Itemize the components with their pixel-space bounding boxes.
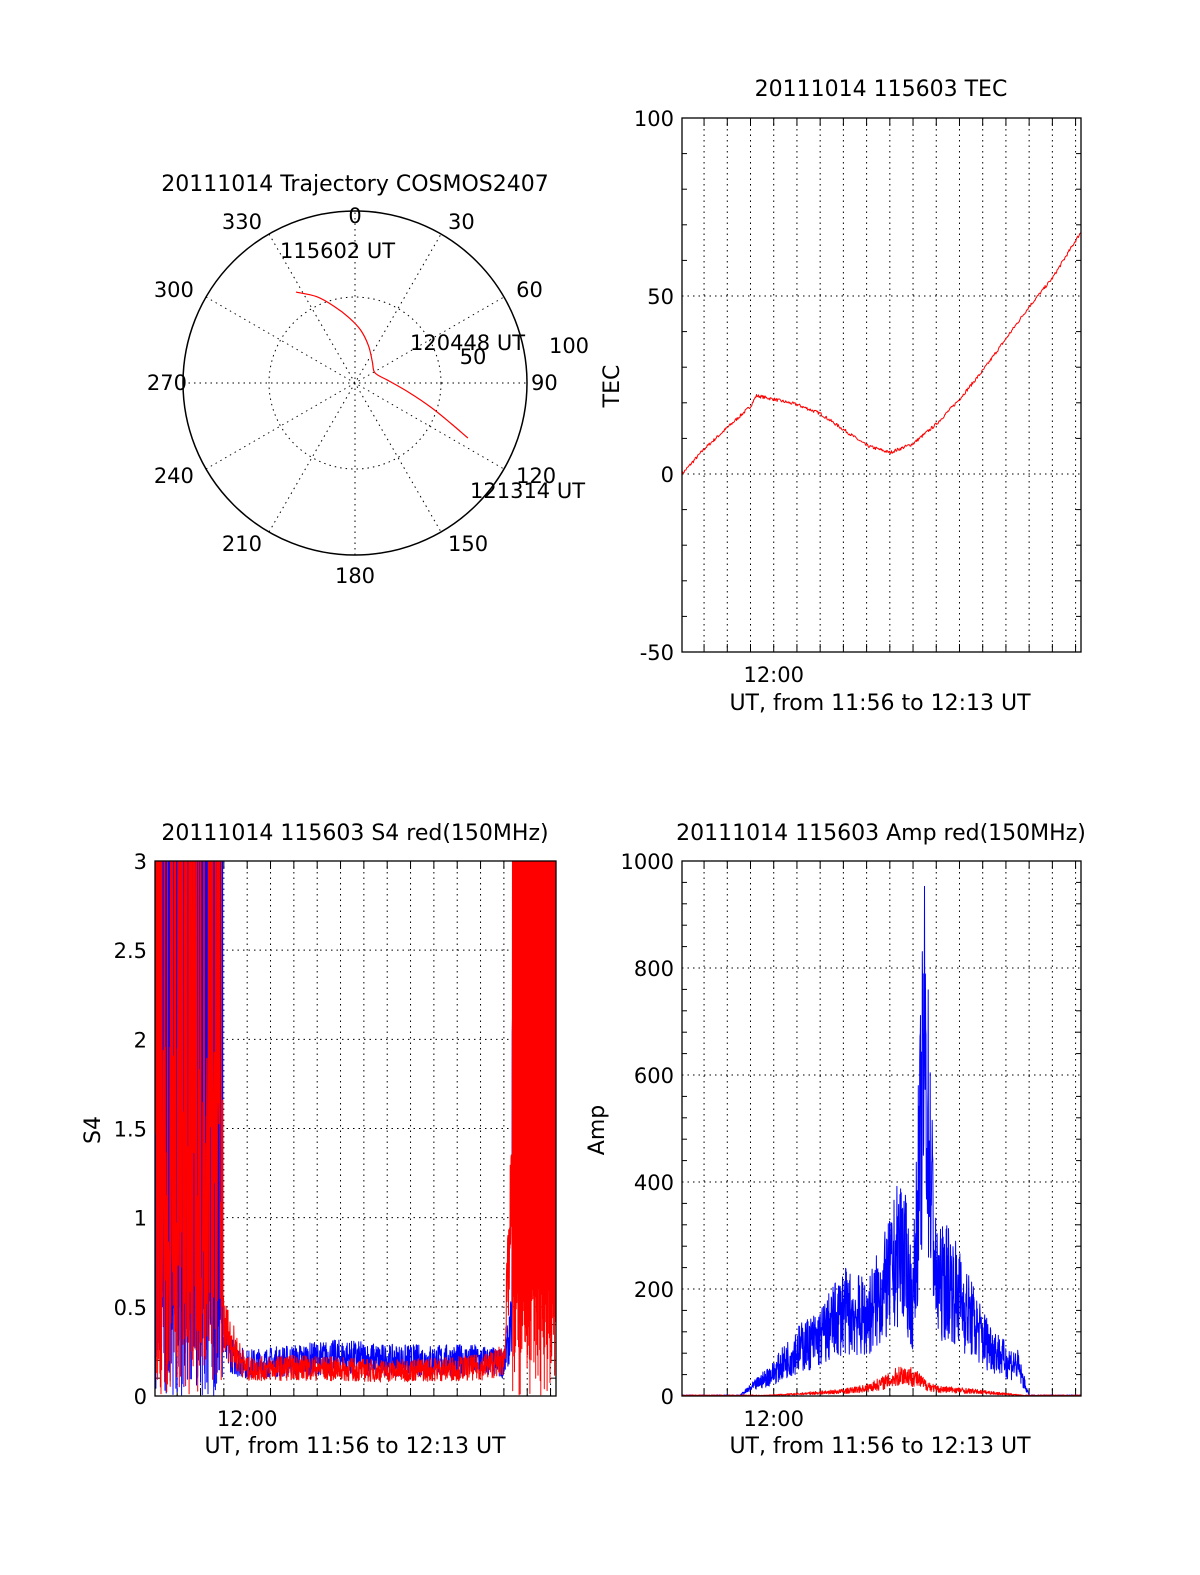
polar-angle-label: 330 — [222, 210, 262, 234]
s4-ytick-label: 1 — [134, 1207, 147, 1231]
polar-angle-label: 240 — [154, 464, 194, 488]
amp-blue-series-line — [682, 885, 1081, 1396]
tec-title: 20111014 115603 TEC — [755, 77, 1008, 102]
amp-series — [682, 885, 1081, 1396]
amp-plot-frame — [681, 860, 1082, 1397]
s4-xtick-label: 12:00 — [217, 1407, 278, 1431]
polar-angle-label: 300 — [154, 278, 194, 302]
s4-ytick-label: 0.5 — [114, 1296, 147, 1320]
amp-ytick-label: 400 — [634, 1171, 674, 1195]
polar-angle-label: 60 — [516, 278, 543, 302]
polar-series — [295, 291, 469, 439]
polar-trajectory-plot: 20111014 Trajectory COSMOS2407 0 30609012… — [147, 172, 589, 588]
tec-ytick-label: -50 — [640, 641, 674, 665]
polar-spoke — [268, 233, 442, 533]
annotation-mid: 120448 UT — [410, 331, 525, 355]
tec-plot-frame — [681, 117, 1082, 653]
tec-ytick-label: 0 — [661, 463, 674, 487]
polar-angle-label: 270 — [147, 371, 187, 395]
s4-xlabel: UT, from 11:56 to 12:13 UT — [204, 1434, 506, 1459]
amp-ylabel: Amp — [585, 1105, 610, 1155]
s4-ylabel: S4 — [81, 1116, 106, 1144]
s4-ytick-label: 2.5 — [114, 939, 147, 963]
s4-ytick-label: 3 — [134, 850, 147, 874]
polar-inner-ring — [268, 296, 442, 470]
amp-ytick-label: 1000 — [621, 850, 674, 874]
polar-trajectory-line — [295, 291, 469, 439]
polar-angle-label: 0 — [348, 204, 361, 228]
s4-panel: 20111014 115603 S4 red(150MHz) UT, from … — [81, 821, 557, 1459]
tec-xtick-label: 12:00 — [743, 663, 804, 687]
polar-angle-label: 210 — [222, 532, 262, 556]
tec-red-series-line — [682, 232, 1081, 476]
tec-xlabel: UT, from 11:56 to 12:13 UT — [729, 691, 1031, 716]
amp-panel: 20111014 115603 Amp red(150MHz) UT, from… — [585, 821, 1086, 1459]
tec-panel: 20111014 115603 TEC UT, from 11:56 to 12… — [600, 77, 1082, 716]
polar-angle-label: 120 — [516, 464, 556, 488]
amp-ytick-label: 200 — [634, 1278, 674, 1302]
polar-angle-label: 30 — [448, 210, 475, 234]
annotation-start: 115602 UT — [280, 239, 395, 263]
tec-ytick-label: 50 — [647, 285, 674, 309]
s4-title: 20111014 115603 S4 red(150MHz) — [161, 821, 548, 846]
tec-ylabel: TEC — [600, 365, 625, 409]
amp-ytick-label: 0 — [661, 1385, 674, 1409]
s4-red-series-line — [155, 861, 556, 1396]
polar-radius-labels: 50 100 — [460, 334, 589, 369]
s4-plot-frame — [154, 860, 557, 1397]
tec-series — [682, 232, 1081, 476]
polar-angle-label: 150 — [448, 532, 488, 556]
polar-angle-labels: 0 30 60 90 120 150 180 210 240 270 300 330 — [147, 204, 558, 588]
amp-title: 20111014 115603 Amp red(150MHz) — [676, 821, 1086, 846]
tec-grid: -50 0 50 100 12:00 — [634, 107, 1081, 687]
amp-ytick-label: 600 — [634, 1064, 674, 1088]
amp-ytick-label: 800 — [634, 957, 674, 981]
polar-grid — [182, 210, 528, 556]
annotation-end: 121314 UT — [470, 479, 585, 503]
s4-series — [155, 861, 556, 1396]
amp-xtick-label: 12:00 — [743, 1407, 804, 1431]
polar-radius-label: 100 — [549, 334, 589, 358]
s4-ytick-label: 1.5 — [114, 1118, 147, 1142]
polar-angle-label: 180 — [335, 564, 375, 588]
s4-ytick-label: 0 — [134, 1385, 147, 1409]
s4-ytick-label: 2 — [134, 1028, 147, 1052]
amp-xlabel: UT, from 11:56 to 12:13 UT — [729, 1434, 1031, 1459]
polar-angle-label: 90 — [531, 371, 558, 395]
tec-ytick-label: 100 — [634, 107, 674, 131]
polar-title: 20111014 Trajectory COSMOS2407 — [161, 172, 548, 197]
polar-radius-label: 50 — [460, 345, 487, 369]
